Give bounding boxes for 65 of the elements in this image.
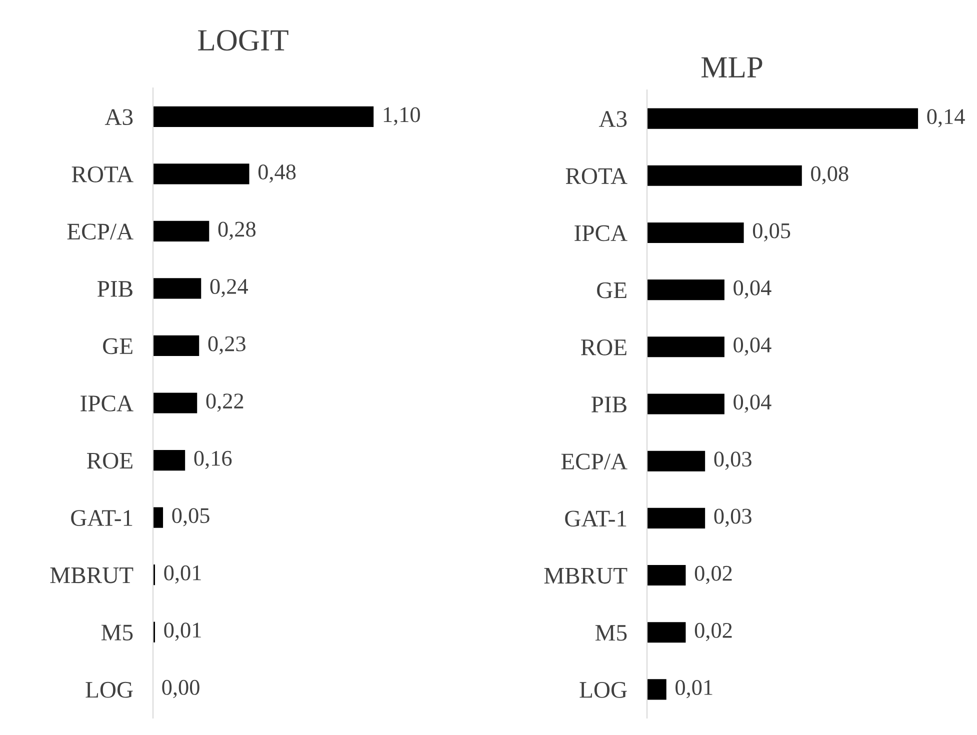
y-tick-label: ECP/A <box>561 454 628 470</box>
bar <box>647 165 802 186</box>
data-label: 0,14 <box>927 109 965 128</box>
bar <box>153 392 198 414</box>
bar <box>153 278 202 299</box>
y-tick-label: ROE <box>581 339 626 356</box>
bar <box>153 106 374 127</box>
bar <box>647 679 666 700</box>
y-tick-label: GE <box>103 338 132 354</box>
y-tick-label: GE <box>597 282 626 298</box>
data-label: 0,04 <box>734 337 772 356</box>
data-label: 0,05 <box>172 508 210 526</box>
data-label: 0,00 <box>162 680 200 698</box>
y-tick-label: MBRUT <box>50 568 134 584</box>
bar <box>647 622 686 643</box>
bar <box>153 220 210 242</box>
y-tick-label: ECP/A <box>67 224 134 240</box>
data-label: 0,03 <box>714 452 752 470</box>
bar <box>647 564 686 586</box>
y-tick-label: IPCA <box>574 225 628 242</box>
y-tick-label: M5 <box>101 624 133 641</box>
y-tick-label: A3 <box>598 111 627 127</box>
data-label: 0,05 <box>752 223 790 242</box>
data-label: 0,03 <box>714 508 752 527</box>
data-label: 0,04 <box>734 394 772 413</box>
y-tick-label: IPCA <box>80 396 134 412</box>
y-tick-label: LOG <box>580 682 627 698</box>
data-label: 0,22 <box>206 394 244 412</box>
bar <box>647 450 706 472</box>
y-tick-label: ROTA <box>72 166 134 182</box>
chart-title: MLP <box>701 57 762 78</box>
y-tick-label: M5 <box>595 625 627 641</box>
y-tick-label: A3 <box>104 109 133 126</box>
data-label: 0,24 <box>210 279 248 298</box>
y-tick-label: PIB <box>591 396 626 412</box>
bar <box>153 450 186 471</box>
y-tick-label: MBRUT <box>544 568 628 584</box>
bar <box>153 507 164 528</box>
data-label: 0,02 <box>694 622 732 642</box>
bar <box>647 336 724 358</box>
data-label: 0,23 <box>208 336 246 354</box>
bar <box>647 280 724 300</box>
data-label: 0,28 <box>218 222 256 240</box>
bar <box>153 335 200 356</box>
data-label: 0,01 <box>676 680 712 698</box>
data-label: 0,01 <box>164 622 201 641</box>
data-label: 1,10 <box>384 107 420 126</box>
data-label: 0,04 <box>734 280 772 299</box>
y-tick-label: GAT-1 <box>565 510 626 527</box>
bar <box>647 508 706 528</box>
bar <box>647 222 744 244</box>
y-tick-label: LOG <box>86 682 133 698</box>
y-tick-label: GAT-1 <box>71 510 132 526</box>
data-label: 0,48 <box>258 164 296 183</box>
data-label: 0,16 <box>194 450 232 470</box>
y-tick-label: ROTA <box>566 168 628 184</box>
y-tick-label: PIB <box>97 281 132 297</box>
bar <box>647 108 918 129</box>
y-tick-label: ROE <box>87 452 132 469</box>
data-label: 0,01 <box>164 565 201 584</box>
data-label: 0,02 <box>694 566 732 584</box>
chart-title: LOGIT <box>198 30 288 51</box>
bar <box>153 164 250 184</box>
bar <box>647 394 724 414</box>
data-label: 0,08 <box>811 166 848 184</box>
